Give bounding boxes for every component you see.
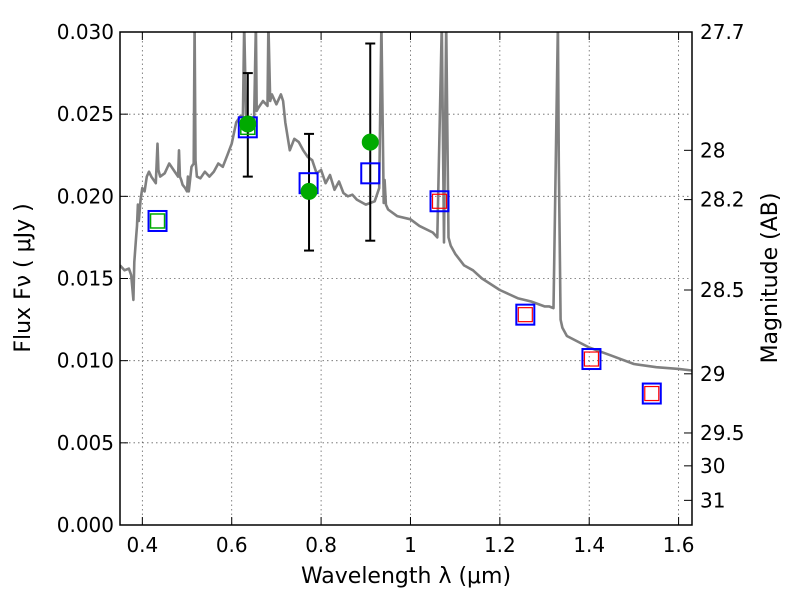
y-tick-label: 0.015 [57, 267, 114, 291]
y-tick-label: 0.005 [57, 431, 114, 455]
model-box-point [515, 303, 536, 326]
template-box-point [583, 351, 600, 367]
y2-tick-label: 29 [700, 362, 725, 386]
observed-point [300, 182, 318, 200]
template-box-point [644, 385, 660, 402]
marker-layer [147, 115, 662, 405]
x-tick-label: 1.2 [484, 533, 516, 557]
x-axis-title: Wavelength λ (μm) [301, 564, 511, 589]
x-tick-label: 0.4 [126, 533, 158, 557]
y-tick-labels: 0.000 0.005 0.010 0.015 0.020 0.025 0.030 [57, 20, 114, 537]
x-tick-label: 1 [404, 533, 417, 557]
x-tick-label: 0.6 [216, 533, 248, 557]
template-box-point [431, 193, 448, 209]
grid-layer [120, 31, 692, 526]
model-box-point [429, 190, 450, 213]
y2-tick-label: 28.5 [700, 278, 745, 302]
y-tick-label: 0.020 [57, 184, 114, 208]
y2-tick-label: 27.7 [700, 20, 745, 44]
y-tick-label: 0.030 [57, 20, 114, 44]
tick-layer [120, 31, 692, 526]
y-axis-title: Flux Fν ( μJy ) [11, 203, 36, 352]
y-tick-label: 0.000 [57, 513, 114, 537]
x-tick-label: 1.6 [663, 533, 695, 557]
x-tick-label: 1.4 [573, 533, 605, 557]
errorbar-layer [242, 42, 376, 252]
template-spectrum-line [120, 32, 692, 372]
observed-point [239, 115, 257, 133]
model-box-point [147, 209, 168, 232]
y2-axis-title: Magnitude (AB) [758, 193, 783, 364]
y2-tick-label: 30 [700, 454, 725, 478]
y-tick-label: 0.010 [57, 349, 114, 373]
y-tick-label: 0.025 [57, 102, 114, 126]
y2-tick-label: 28 [700, 138, 725, 162]
template-box-point [517, 307, 533, 323]
model-box-point [360, 162, 381, 185]
y2-tick-label: 31 [700, 488, 725, 512]
model-box-point [581, 348, 602, 371]
x-tick-label: 0.8 [305, 533, 337, 557]
template-box-point [149, 213, 166, 229]
y2-tick-label: 29.5 [700, 421, 745, 445]
x-tick-labels: 0.4 0.6 0.8 1 1.2 1.4 1.6 [126, 533, 694, 557]
observed-point [361, 133, 379, 151]
model-box-point [641, 382, 662, 405]
template-layer [120, 32, 692, 372]
y2-tick-labels: 27.7 28 28.2 28.5 29 29.5 30 31 [700, 20, 745, 512]
y2-tick-label: 28.2 [700, 188, 745, 212]
